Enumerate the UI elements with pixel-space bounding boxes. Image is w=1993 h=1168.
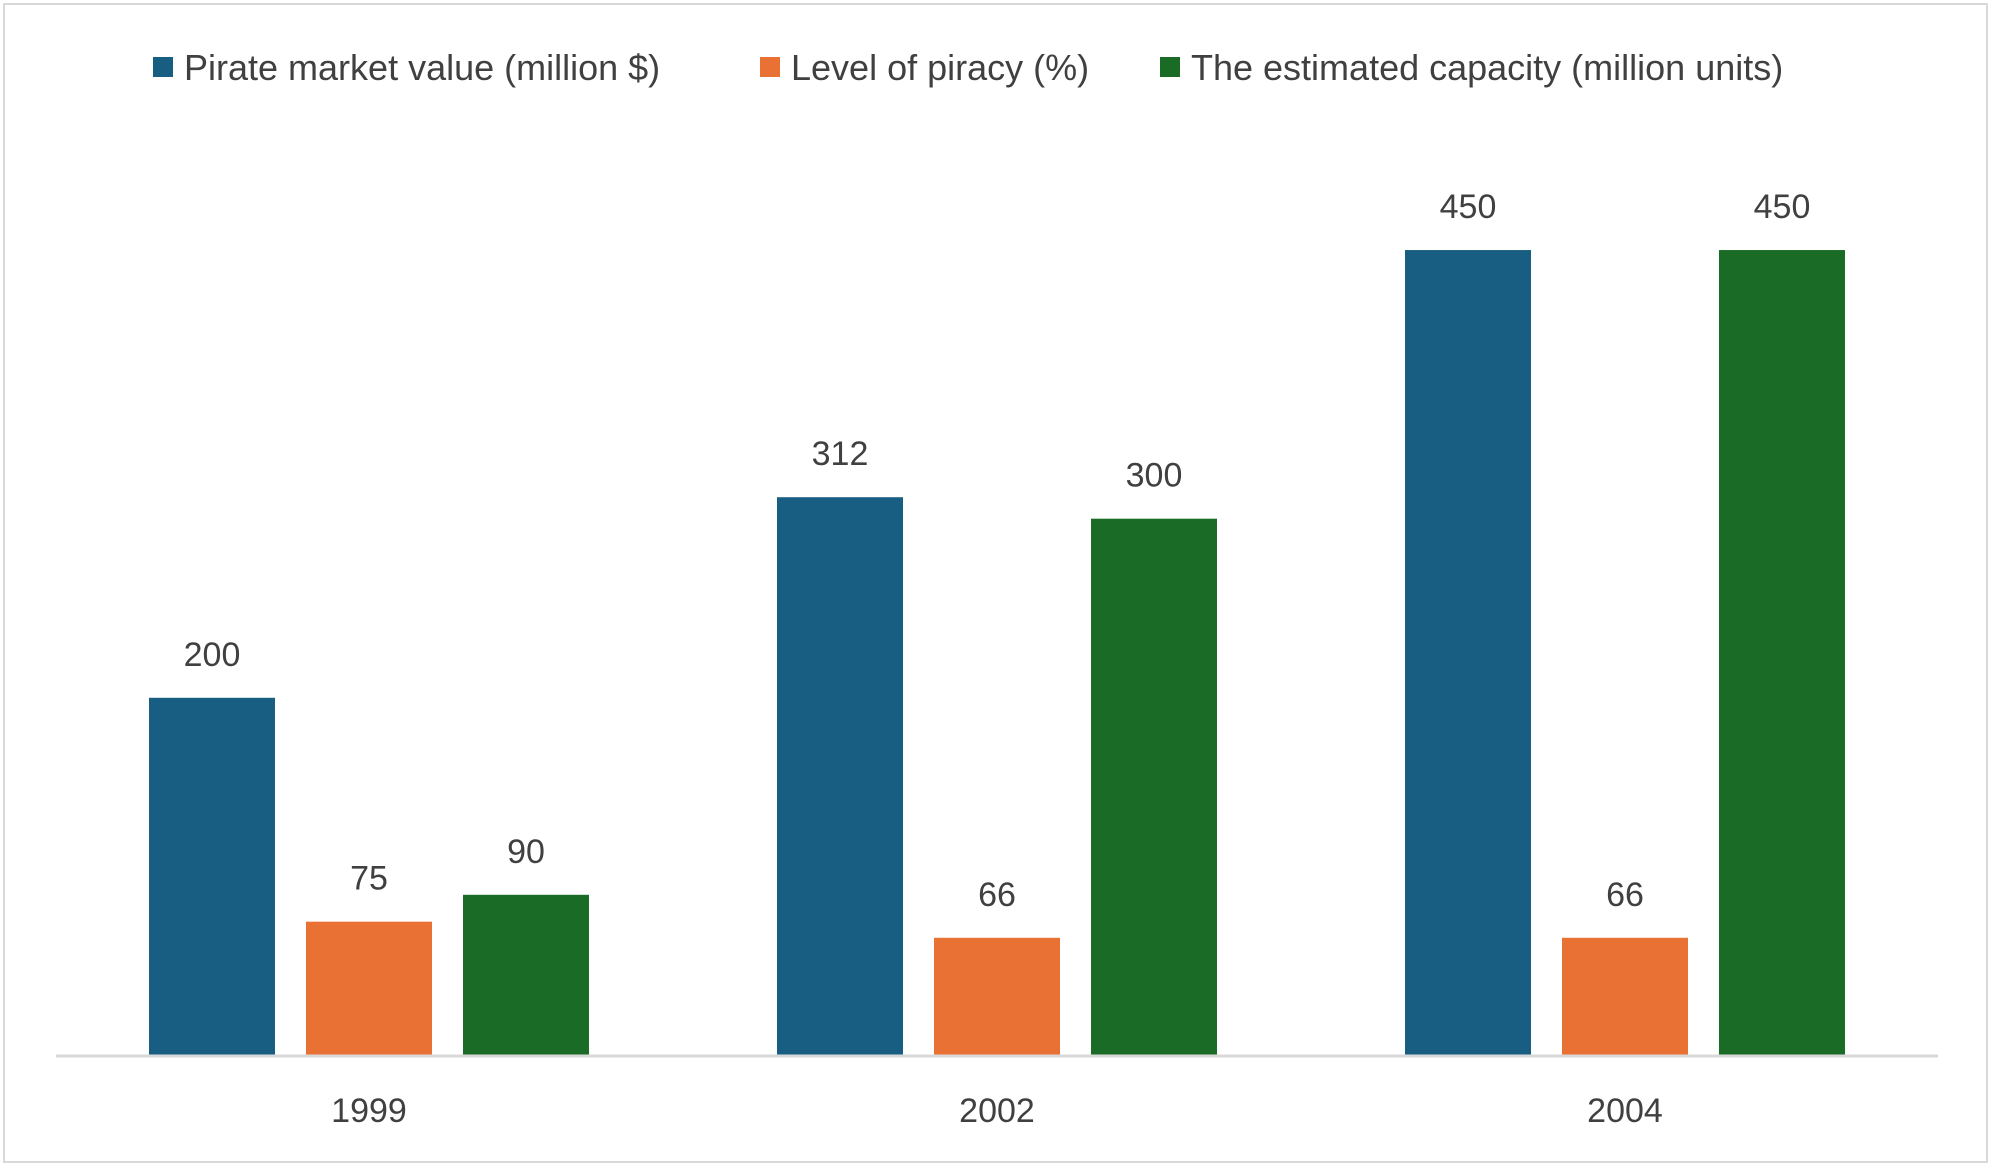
legend: Pirate market value (million $) Level of …	[153, 47, 1783, 88]
bar-2004-series-2	[1562, 937, 1688, 1056]
bar-2004-series-1	[1405, 250, 1531, 1057]
data-label-2002-series-2: 66	[978, 876, 1016, 914]
legend-label-series-1: Pirate market value (million $)	[184, 47, 660, 88]
bar-1999-series-1	[149, 697, 275, 1056]
bars	[149, 250, 1845, 1057]
bar-2002-series-1	[777, 497, 903, 1056]
x-tick-label-2004: 2004	[1587, 1092, 1663, 1130]
x-tick-label-2002: 2002	[959, 1092, 1035, 1130]
bar-1999-series-2	[306, 921, 432, 1056]
legend-swatch-series-3	[1160, 57, 1180, 77]
data-labels: 200 75 90 312 66 300 450 66 450	[184, 188, 1811, 914]
data-label-2004-series-1: 450	[1440, 188, 1497, 226]
legend-swatch-series-2	[760, 57, 780, 77]
data-label-2004-series-2: 66	[1606, 876, 1644, 914]
bar-2002-series-3	[1091, 518, 1217, 1056]
data-label-2002-series-1: 312	[812, 435, 869, 473]
data-label-2004-series-3: 450	[1754, 188, 1811, 226]
bar-2002-series-2	[934, 937, 1060, 1056]
data-label-1999-series-1: 200	[184, 636, 241, 674]
bar-1999-series-3	[463, 894, 589, 1056]
legend-swatch-series-1	[153, 57, 173, 77]
data-label-1999-series-3: 90	[507, 833, 545, 871]
legend-label-series-3: The estimated capacity (million units)	[1191, 47, 1783, 88]
x-axis-ticks: 1999 2002 2004	[331, 1092, 1663, 1130]
data-label-2002-series-3: 300	[1126, 457, 1183, 495]
x-tick-label-1999: 1999	[331, 1092, 407, 1130]
data-label-1999-series-2: 75	[350, 860, 388, 898]
legend-label-series-2: Level of piracy (%)	[791, 47, 1089, 88]
bar-2004-series-3	[1719, 250, 1845, 1057]
